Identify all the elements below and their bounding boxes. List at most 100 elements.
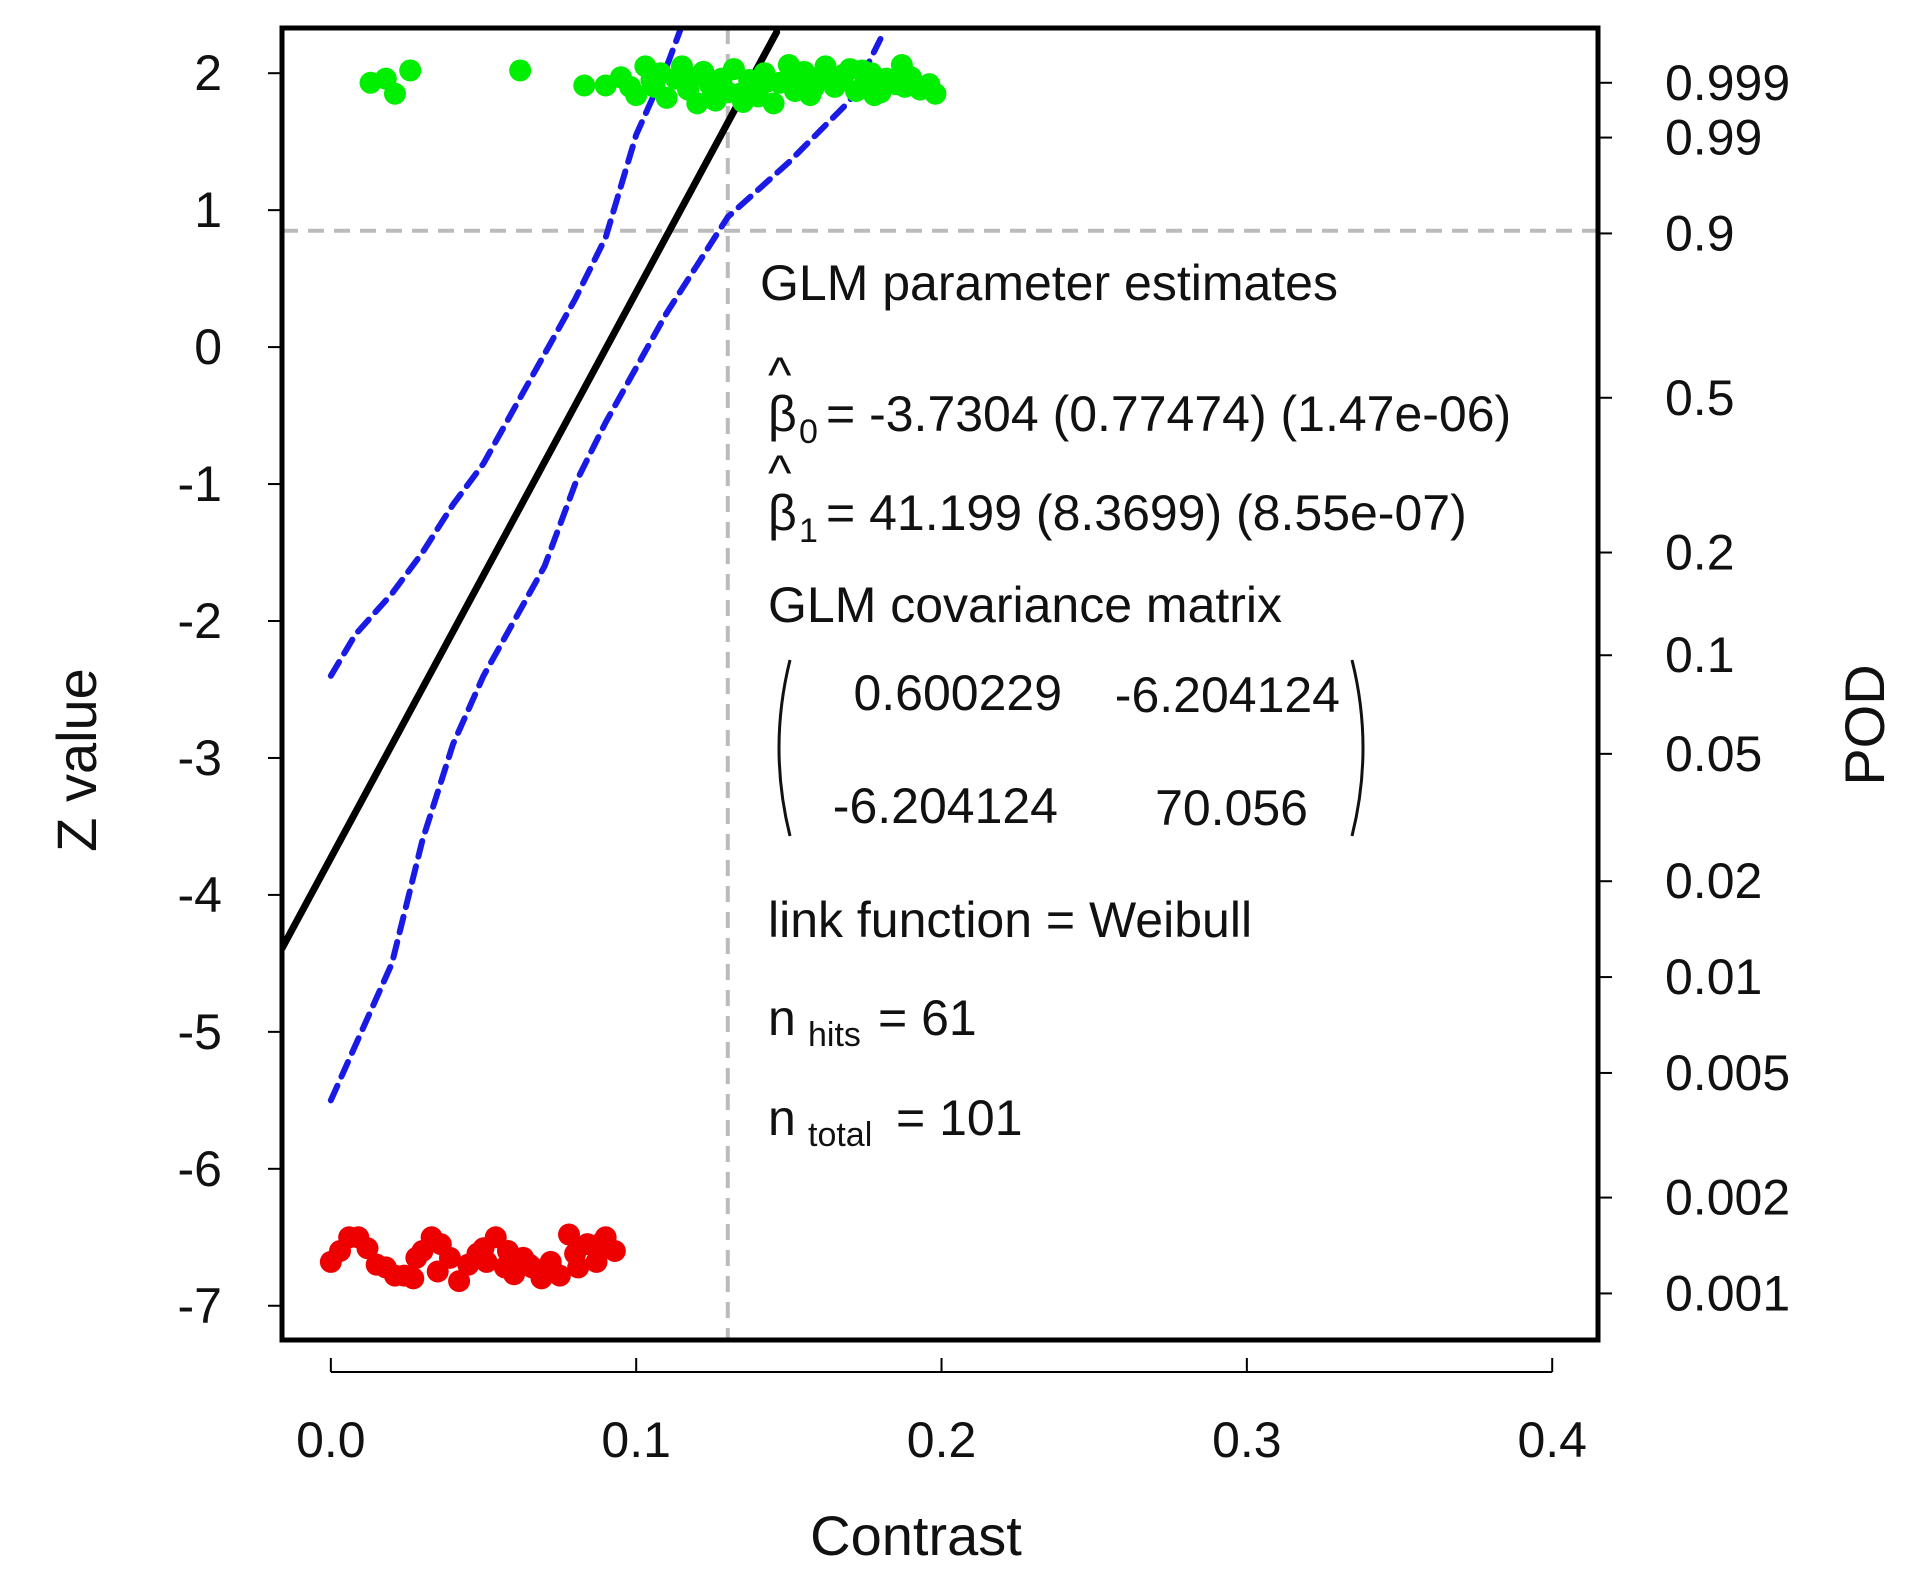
hit-point	[701, 78, 724, 101]
beta0-value: = -3.7304 (0.77474) (1.47e-06)	[826, 386, 1511, 442]
hit-point	[619, 75, 642, 98]
hit-point	[722, 58, 745, 81]
pod-tick-label-6: 0.05	[1665, 726, 1762, 782]
y-tick-label-2: 0	[194, 319, 222, 375]
miss-point	[496, 1239, 519, 1262]
hit-point	[832, 63, 855, 86]
pod-tick-label-1: 0.99	[1665, 110, 1762, 166]
y-tick-label-5: -3	[178, 730, 222, 786]
y-axis-title: Z value	[45, 668, 108, 852]
pod-tick-label-4: 0.2	[1665, 525, 1735, 581]
hit-point	[680, 66, 703, 89]
hit-point	[851, 59, 874, 82]
beta1-subscript: 1	[799, 512, 818, 550]
miss-point	[585, 1250, 608, 1273]
miss-point	[588, 1233, 611, 1256]
x-axis: 0.0 0.1 0.2 0.3 0.4	[296, 1358, 1587, 1468]
x-tick-label-1: 0.1	[601, 1412, 671, 1468]
matrix-cell-2-1: -6.204124	[833, 778, 1058, 834]
hit-point	[655, 86, 678, 109]
y-tick-label-4: -2	[178, 593, 222, 649]
x-tick-label-2: 0.2	[907, 1412, 977, 1468]
y-tick-label-8: -6	[178, 1141, 222, 1197]
beta1-value: = 41.199 (8.3699) (8.55e-07)	[826, 485, 1467, 541]
matrix-right-bracket	[1350, 659, 1365, 837]
covariance-heading: GLM covariance matrix	[768, 577, 1282, 633]
hit-point	[893, 75, 916, 98]
miss-point	[405, 1246, 428, 1269]
miss-point	[518, 1253, 541, 1276]
hit-point	[814, 55, 837, 78]
y-tick-label-7: -5	[178, 1004, 222, 1060]
beta1-hat: ^	[768, 445, 792, 501]
n-hits-symbol: n	[768, 990, 796, 1046]
y-tick-label-9: -7	[178, 1278, 222, 1334]
matrix-cell-1-1: 0.600229	[853, 665, 1062, 721]
x-axis-title: Contrast	[810, 1504, 1022, 1567]
y-tick-label-3: -1	[178, 456, 222, 512]
hit-point	[787, 70, 810, 93]
hit-point	[399, 59, 422, 82]
n-total-line: n total = 101	[768, 1090, 1023, 1154]
link-function: link function = Weibull	[768, 892, 1252, 948]
matrix-cell-2-2: 70.056	[1155, 780, 1308, 836]
y-tick-label-0: 2	[194, 45, 222, 101]
miss-point	[472, 1237, 495, 1260]
pod-tick-label-7: 0.02	[1665, 853, 1762, 909]
pod-tick-label-11: 0.001	[1665, 1265, 1790, 1321]
pod-tick-label-2: 0.9	[1665, 205, 1735, 261]
y-axis: 2 1 0 -1 -2 -3 -4 -5 -6 -7	[178, 45, 282, 1334]
beta1-symbol: β	[768, 485, 797, 541]
y-tick-label-1: 1	[194, 182, 222, 238]
beta0-symbol: β	[768, 386, 797, 442]
hit-point	[383, 82, 406, 105]
pod-tick-label-5: 0.1	[1665, 627, 1735, 683]
covariance-matrix: 0.600229 -6.204124 -6.204124 70.056	[777, 659, 1365, 837]
matrix-cell-1-2: -6.204124	[1115, 667, 1340, 723]
fit-line	[282, 28, 781, 952]
plot-frame	[279, 25, 1601, 1343]
beta0-hat: ^	[768, 347, 792, 403]
ci-lower-curve	[327, 35, 884, 1104]
n-total-value: = 101	[896, 1090, 1023, 1146]
hit-point	[729, 82, 752, 105]
n-hits-value: = 61	[878, 990, 977, 1046]
pod-tick-label-10: 0.002	[1665, 1170, 1790, 1226]
x-tick-label-4: 0.4	[1517, 1412, 1587, 1468]
n-hits-subscript: hits	[808, 1016, 861, 1054]
hit-point	[756, 70, 779, 93]
pod-tick-label-0: 0.999	[1665, 55, 1790, 111]
hit-point	[573, 74, 596, 97]
points-layer	[319, 53, 947, 1293]
hit-point	[509, 59, 532, 82]
n-total-subscript: total	[808, 1116, 872, 1154]
miss-point	[426, 1260, 449, 1283]
miss-point	[356, 1237, 379, 1260]
miss-point	[558, 1223, 581, 1246]
n-hits-line: n hits = 61	[768, 990, 977, 1054]
pod-tick-label-8: 0.01	[1665, 949, 1762, 1005]
pod-tick-label-9: 0.005	[1665, 1045, 1790, 1101]
beta1-line: ^ β 1 = 41.199 (8.3699) (8.55e-07)	[768, 445, 1467, 550]
x-tick-label-0: 0.0	[296, 1412, 366, 1468]
miss-point	[539, 1253, 562, 1276]
beta0-subscript: 0	[799, 413, 818, 451]
beta0-line: ^ β 0 = -3.7304 (0.77474) (1.47e-06)	[768, 347, 1511, 451]
glm-heading: GLM parameter estimates	[760, 255, 1338, 311]
hit-point	[640, 69, 663, 92]
miss-point	[402, 1267, 425, 1290]
n-total-symbol: n	[768, 1090, 796, 1146]
hit-point	[863, 84, 886, 107]
threshold-lines	[282, 28, 1598, 1340]
matrix-left-bracket	[777, 659, 792, 837]
pod-tick-label-3: 0.5	[1665, 370, 1735, 426]
y-tick-label-6: -4	[178, 867, 222, 923]
annotations: GLM parameter estimates ^ β 0 = -3.7304 …	[760, 255, 1511, 1154]
miss-point	[564, 1242, 587, 1265]
miss-point	[448, 1270, 471, 1293]
hit-point	[762, 92, 785, 115]
pod-axis-title: POD	[1833, 664, 1896, 785]
hit-point	[686, 92, 709, 115]
